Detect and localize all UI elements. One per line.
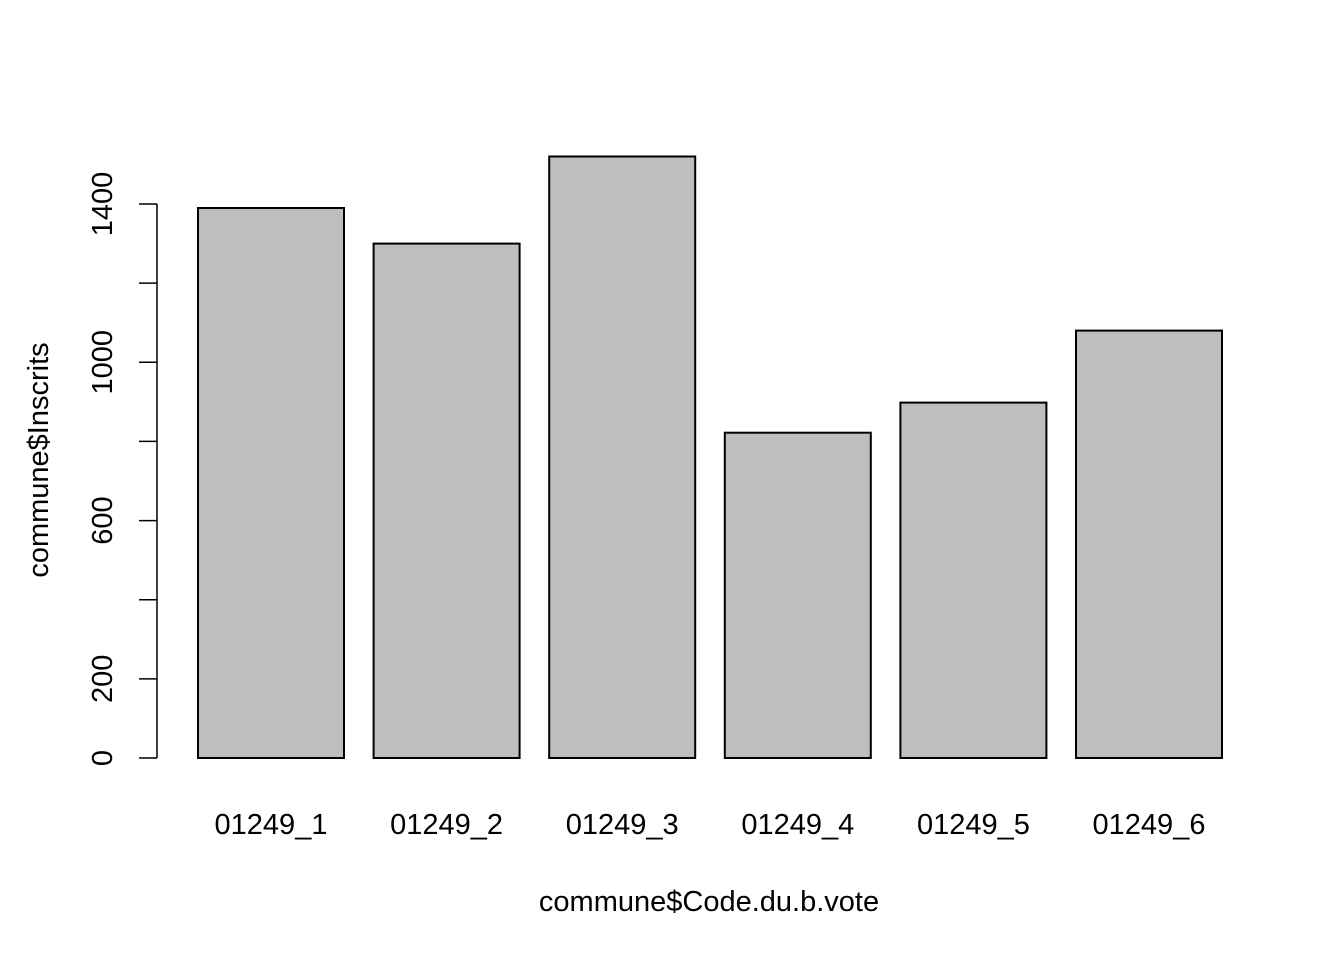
x-tick-label: 01249_5 xyxy=(917,809,1030,841)
bar-01249_1 xyxy=(197,207,345,759)
y-tick-label: 1400 xyxy=(87,172,119,237)
bar-01249_4 xyxy=(723,431,872,759)
y-tick-label: 600 xyxy=(87,496,119,544)
x-tick-label: 01249_3 xyxy=(566,809,679,841)
bar-01249_3 xyxy=(548,155,697,759)
x-tick-label: 01249_6 xyxy=(1093,809,1206,841)
x-tick-label: 01249_2 xyxy=(390,809,503,841)
y-axis-label: commune$Inscrits xyxy=(23,342,55,577)
y-tick-label: 200 xyxy=(87,655,119,703)
x-tick-label: 01249_4 xyxy=(741,809,854,841)
bars-group xyxy=(197,155,1223,760)
bar-01249_6 xyxy=(1075,329,1223,759)
y-tick-label: 0 xyxy=(87,750,119,766)
bar-01249_2 xyxy=(372,242,521,760)
x-tick-labels: 01249_1 01249_2 01249_3 01249_4 01249_5 01249… xyxy=(215,809,1206,841)
bar-01249_5 xyxy=(899,401,1048,759)
y-axis: 0 200 600 1000 1400 xyxy=(87,172,158,766)
y-tick-label: 1000 xyxy=(87,330,119,395)
x-tick-label: 01249_1 xyxy=(215,809,328,841)
x-axis-label: commune$Code.du.b.vote xyxy=(539,886,879,918)
